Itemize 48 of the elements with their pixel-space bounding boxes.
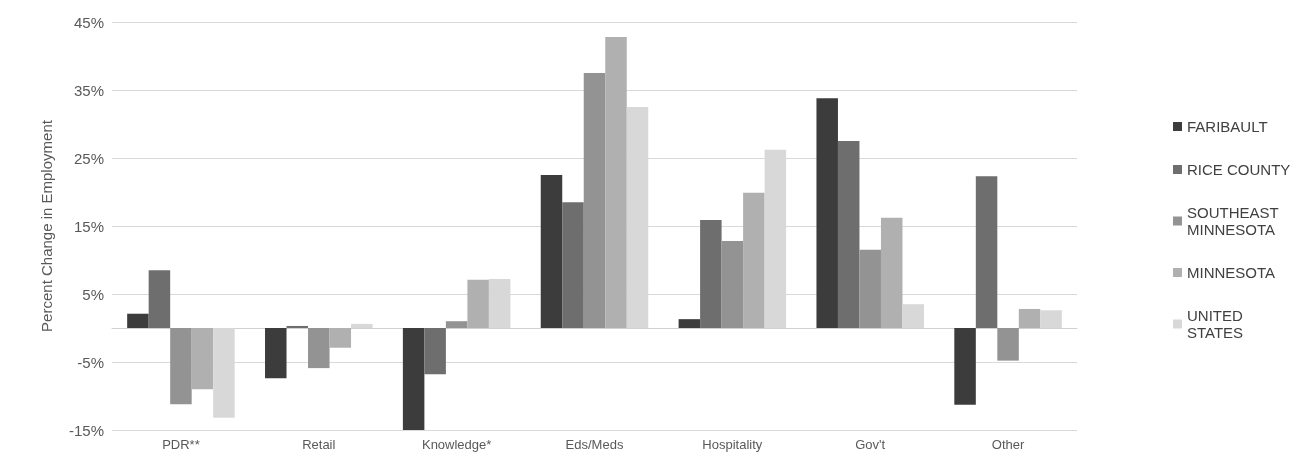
- bar: [721, 240, 744, 328]
- legend-label: FARIBAULT: [1187, 118, 1268, 135]
- bar: [148, 270, 171, 328]
- y-tick-label: -15%: [68, 421, 104, 439]
- bar: [467, 279, 489, 328]
- legend-label: MINNESOTA: [1187, 264, 1276, 281]
- y-tick-label: 15%: [73, 217, 104, 235]
- bar: [191, 328, 214, 390]
- bar: [583, 73, 606, 328]
- y-tick-label: 25%: [73, 149, 104, 167]
- x-tick-label: Other: [991, 437, 1025, 452]
- bar: [997, 328, 1019, 361]
- bar: [743, 192, 765, 328]
- bar: [859, 249, 881, 328]
- bar: [540, 175, 563, 328]
- bar: [402, 328, 425, 430]
- bar: [424, 328, 446, 375]
- bar: [1018, 308, 1041, 328]
- y-tick-label: -5%: [77, 353, 104, 371]
- x-tick-label: Hospitality: [702, 437, 763, 452]
- x-tick-label: Knowledge*: [421, 437, 492, 452]
- legend-label: SOUTHEAST MINNESOTA: [1187, 204, 1283, 238]
- bar: [954, 328, 976, 405]
- x-tick-label: Retail: [302, 437, 336, 452]
- bar: [329, 328, 352, 348]
- bar: [127, 313, 149, 328]
- bar: [816, 98, 838, 328]
- bar: [880, 217, 903, 328]
- bar: [286, 325, 309, 328]
- bar: [700, 219, 722, 328]
- legend-label: RICE COUNTY: [1187, 161, 1291, 178]
- bar: [837, 141, 860, 328]
- y-axis-title: Percent Change in Employment: [38, 119, 55, 332]
- bar: [605, 36, 627, 328]
- bar: [562, 202, 584, 328]
- bar: [975, 176, 998, 328]
- y-tick-label: 35%: [73, 81, 104, 99]
- x-tick-label: Eds/Meds: [565, 437, 624, 452]
- x-tick-label: Gov't: [855, 437, 886, 452]
- legend-label: UNITED STATES: [1187, 307, 1247, 341]
- y-tick-label: 45%: [73, 13, 104, 31]
- bar: [170, 328, 192, 405]
- bar: [265, 328, 287, 379]
- x-tick-label: PDR**: [162, 437, 200, 452]
- y-tick-label: 5%: [82, 285, 104, 303]
- bar: [678, 319, 701, 328]
- bar: [445, 321, 468, 328]
- bar: [308, 328, 330, 369]
